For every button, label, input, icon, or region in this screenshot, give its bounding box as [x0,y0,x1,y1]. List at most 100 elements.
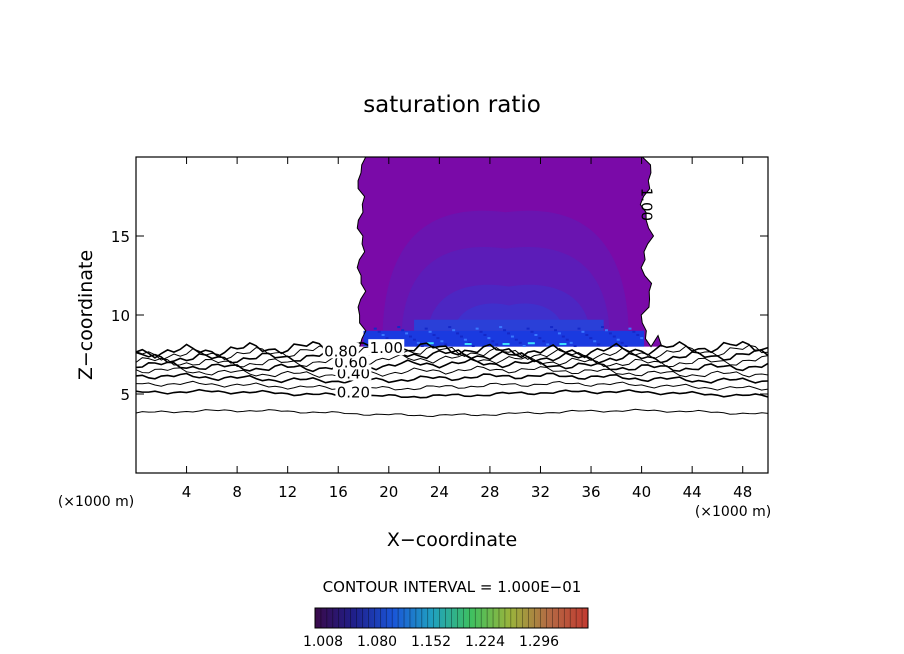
x-tick-label: 36 [581,483,600,501]
plume-core-speck [534,333,538,336]
colorbar-tick-label: 1.296 [519,634,559,650]
plume-core-speck [436,337,440,340]
colorbar-tick-label: 1.152 [411,634,451,650]
contour-line [136,388,768,399]
plume-core-speck [581,330,585,333]
plume-core-speck [601,326,605,329]
x-tick-label: 4 [182,483,192,501]
x-tick-label: 44 [683,483,702,501]
plume-core-speck [448,326,452,329]
plume-core-speck [526,327,530,330]
plume-core-speck [499,326,503,329]
plume-core-speck [550,326,554,329]
plume-core-speck [565,338,569,341]
plume-core-speck [569,341,573,344]
plume-core-speck [546,343,550,346]
plume-core-speck [636,333,640,336]
contour-labels: 0.200.400.600.80 1.001.00 [322,188,656,401]
plume-core-speck [409,335,413,338]
plume-core-speck [628,327,632,330]
y-axis-ticks: 5 10 15 [111,228,768,404]
colorbar-tick-label: 1.008 [303,634,343,650]
plume-core-speck [385,337,389,340]
plume-core-speck [487,337,491,340]
plume-core-speck [608,332,612,335]
colorbar-tick-label: 1.080 [357,634,397,650]
plume-core-speck [593,340,597,343]
plume-core-speck [506,332,510,335]
plume-core-speck [412,338,416,341]
plume-core-speck [471,345,475,348]
contour-line [136,380,768,391]
contour-line [136,340,768,359]
plume-core-speck [432,333,436,336]
plume-core-speck [479,330,483,333]
plume-core-speck [491,340,495,343]
x-tick-label: 24 [430,483,449,501]
contour-label-bg [368,339,405,356]
contour-label-bg [335,383,372,400]
x-unit-left: (×1000 m) [58,494,134,510]
plume-core-speck [620,341,624,344]
plume-core-highlight [527,342,535,345]
chart-title: saturation ratio [363,92,541,118]
plume-core-speck [405,332,409,335]
plume-core-highlight [426,342,434,345]
x-unit-right: (×1000 m) [695,504,771,520]
plume-core-speck [377,330,381,333]
plume-core-speck [530,330,534,333]
contour-label: 0.20 [337,383,370,401]
plume-core-speck [444,343,448,346]
x-tick-label: 16 [329,483,348,501]
plume-core-speck [428,330,432,333]
colorbar-tick-label: 1.224 [465,634,505,650]
x-tick-label: 40 [632,483,651,501]
contour-interval-text: CONTOUR INTERVAL = 1.000E−01 [323,578,582,596]
x-tick-label: 28 [480,483,499,501]
plume-core-highlight [464,343,472,346]
contour-line [136,344,768,361]
plume-core-speck [467,341,471,344]
plume-core-speck [554,329,558,332]
plume-core-speck [538,337,542,340]
plume-core-speck [440,340,444,343]
plume-core-speck [514,338,518,341]
plume-core-speck [557,332,561,335]
plume-core-speck [503,329,507,332]
plume-core-speck [585,333,589,336]
x-axis-ticks: 4 8 12 16 20 24 28 32 36 40 44 48 [182,157,752,501]
contour-label: 1.00 [638,188,656,221]
plume-core-speck [522,345,526,348]
plot-area [136,157,768,417]
plume-core-speck [632,330,636,333]
plume-core-speck [589,337,593,340]
plume-core-speck [640,337,644,340]
plume-core-speck [597,343,601,346]
contour-line [136,365,768,378]
plume-edge-contour [356,157,663,348]
plume-core-speck [573,345,577,348]
x-tick-label: 48 [733,483,752,501]
y-tick-label: 15 [111,228,130,246]
plume-core-speck [483,333,487,336]
plume-core-speck [373,327,377,330]
plume-core-speck [456,332,460,335]
plume-core-highlight [559,343,567,346]
y-axis-label: Z−coordinate [75,250,97,380]
contour-line [136,358,768,373]
plume-core-speck [577,327,581,330]
x-tick-label: 20 [379,483,398,501]
plume-core-speck [452,329,456,332]
plume-core-speck [420,345,424,348]
contour-line [136,353,768,368]
plume-core-speck [624,345,628,348]
contour-lines [136,340,768,417]
colorbar-tick-labels: 1.008 1.080 1.152 1.224 1.296 [303,634,559,650]
plume-core-highlight [502,343,510,346]
plume-core-speck [424,327,428,330]
plume-core-speck [510,335,514,338]
plume-core-speck [612,335,616,338]
plume-core-speck [616,338,620,341]
contour-label-bg [322,342,359,359]
